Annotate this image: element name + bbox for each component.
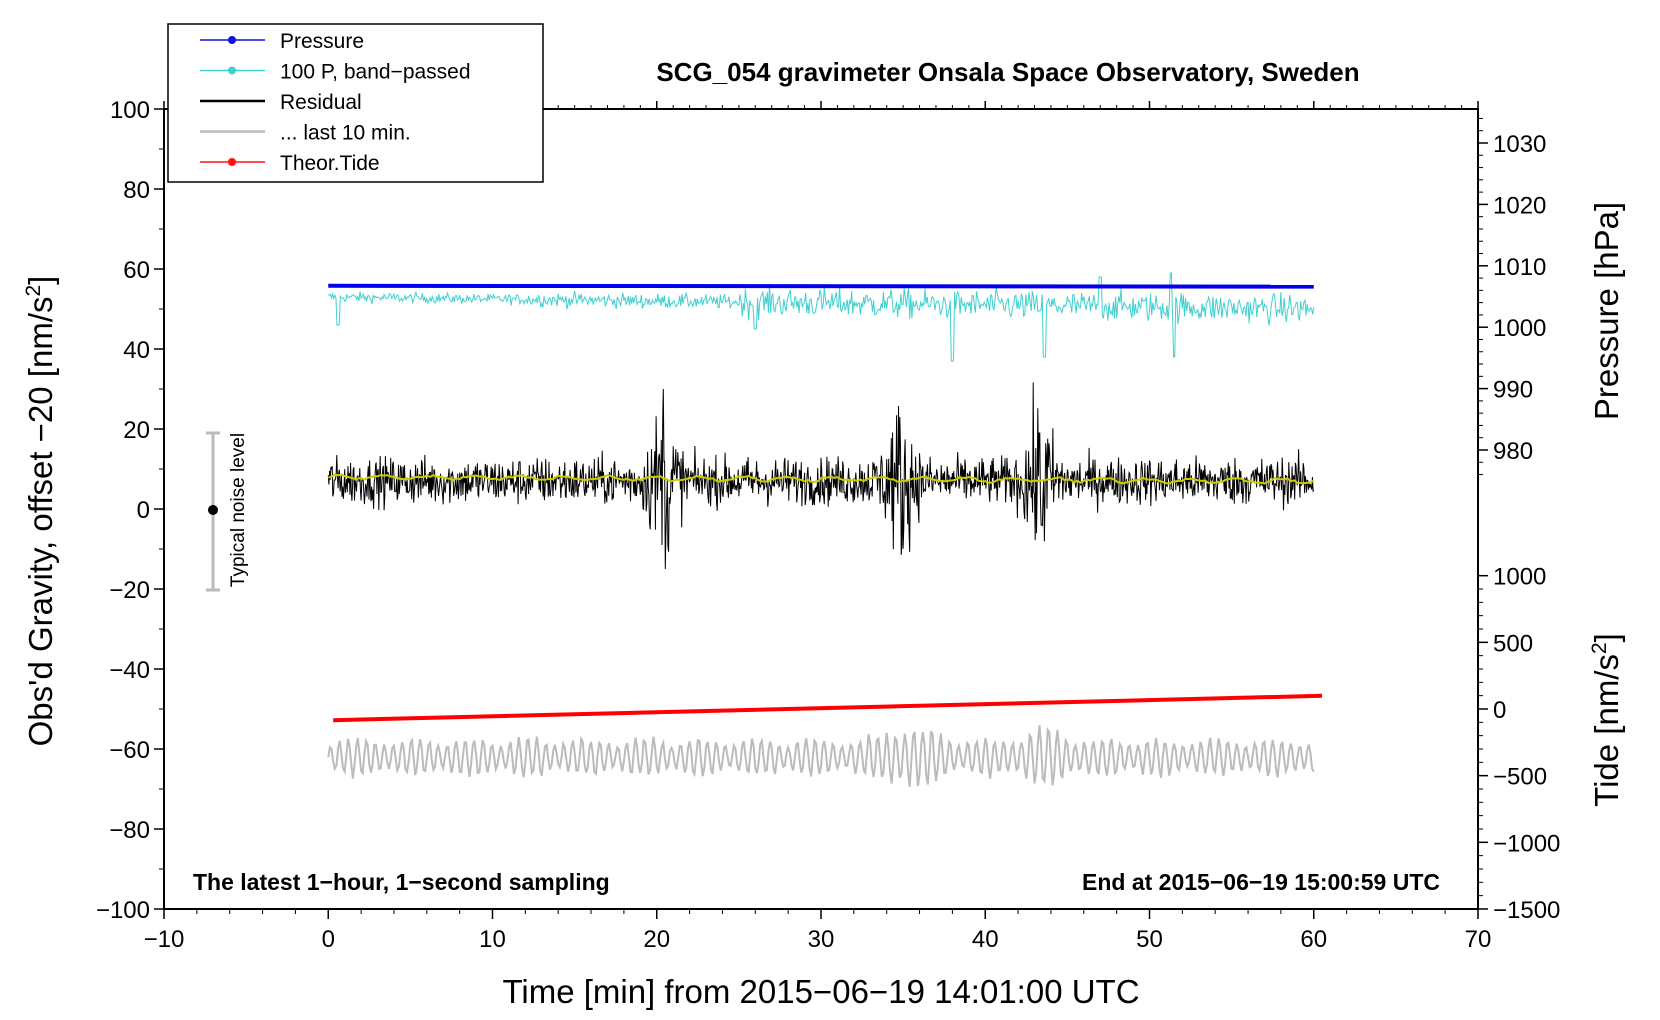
y-axis-title-gravity: Obs'd Gravity, offset −20 [nm/s2] bbox=[22, 276, 59, 747]
y-left-tick-label: −100 bbox=[96, 897, 150, 924]
y-tide-tick-label: 0 bbox=[1493, 697, 1506, 724]
y-left-tick-label: 60 bbox=[123, 257, 150, 284]
data-series bbox=[327, 272, 1323, 788]
y-left-tick-label: −80 bbox=[109, 817, 150, 844]
legend-label: ... last 10 min. bbox=[280, 122, 411, 145]
chart-title: SCG_054 gravimeter Onsala Space Observat… bbox=[656, 57, 1359, 87]
series-theoretical-tide bbox=[333, 693, 1323, 723]
y-axis-title-tide-sup: 2 bbox=[1588, 642, 1611, 654]
y-tide-tick-label: −1000 bbox=[1493, 830, 1560, 857]
y-tide-tick-label: −1500 bbox=[1493, 897, 1560, 924]
x-tick-label: 10 bbox=[479, 926, 506, 953]
x-tick-label: 20 bbox=[643, 926, 670, 953]
legend-box bbox=[167, 23, 544, 183]
y-pressure-tick-label: 990 bbox=[1493, 377, 1533, 404]
legend-entries: Pressure 100 P, band−passed Residual ... la… bbox=[200, 30, 471, 175]
x-tick-label: 0 bbox=[322, 926, 335, 953]
y-axis-title-tide-main: Tide [nm/s bbox=[1588, 654, 1625, 807]
series-last-10-min bbox=[327, 725, 1315, 788]
series-residual-smoothed bbox=[328, 473, 1315, 485]
y-axis-title-tide: Tide [nm/s2] bbox=[1588, 633, 1625, 807]
legend-marker bbox=[228, 158, 236, 166]
x-tick-label: 70 bbox=[1465, 926, 1492, 953]
y-pressure-tick-label: 1010 bbox=[1493, 254, 1546, 281]
y-tide-tick-label: 500 bbox=[1493, 630, 1533, 657]
legend-label: Pressure bbox=[280, 30, 364, 53]
y-left-tick-label: 40 bbox=[123, 337, 150, 364]
noise-level-label: Typical noise level bbox=[228, 433, 249, 587]
noise-bar-center-dot bbox=[208, 505, 218, 515]
y-pressure-tick-label: 1030 bbox=[1493, 131, 1546, 158]
y-axis-title-gravity-sup: 2 bbox=[22, 285, 45, 297]
y-left-tick-label: 0 bbox=[137, 497, 150, 524]
y-axis-title-gravity-close: ] bbox=[22, 276, 59, 285]
x-tick-label: 30 bbox=[808, 926, 835, 953]
axis-ticks: −10 0 10 20 30 40 50 60 70100806040200−20−40−60−… bbox=[96, 97, 1560, 953]
y-left-tick-label: −20 bbox=[109, 577, 150, 604]
y-pressure-tick-label: 1020 bbox=[1493, 192, 1546, 219]
legend-label: Residual bbox=[280, 91, 362, 114]
y-left-tick-label: 100 bbox=[110, 97, 150, 124]
y-pressure-tick-label: 980 bbox=[1493, 438, 1533, 465]
x-tick-label: −10 bbox=[144, 926, 185, 953]
end-time-note: End at 2015−06−19 15:00:59 UTC bbox=[1082, 869, 1440, 895]
x-axis-title: Time [min] from 2015−06−19 14:01:00 UTC bbox=[502, 973, 1139, 1010]
y-left-tick-label: −60 bbox=[109, 737, 150, 764]
y-pressure-tick-label: 1000 bbox=[1493, 315, 1546, 342]
y-left-tick-label: 80 bbox=[123, 177, 150, 204]
series-pressure bbox=[328, 283, 1314, 289]
x-tick-label: 50 bbox=[1136, 926, 1163, 953]
y-axis-title-tide-close: ] bbox=[1588, 633, 1625, 642]
series-pressure-bandpassed bbox=[328, 272, 1315, 362]
legend-marker bbox=[228, 36, 236, 44]
y-tide-tick-label: 1000 bbox=[1493, 564, 1546, 591]
legend-marker bbox=[228, 66, 236, 75]
sampling-note: The latest 1−hour, 1−second sampling bbox=[193, 869, 610, 895]
y-axis-title-gravity-main: Obs'd Gravity, offset −20 [nm/s bbox=[22, 297, 59, 747]
x-tick-label: 60 bbox=[1300, 926, 1327, 953]
legend: Pressure 100 P, band−passed Residual ... la… bbox=[167, 23, 544, 183]
legend-label: Theor.Tide bbox=[280, 152, 380, 175]
series-residual bbox=[327, 382, 1315, 570]
y-tide-tick-label: −500 bbox=[1493, 764, 1547, 791]
noise-level-indicator: Typical noise level bbox=[206, 431, 249, 592]
y-left-tick-label: 20 bbox=[123, 417, 150, 444]
x-tick-label: 40 bbox=[972, 926, 999, 953]
y-axis-title-pressure: Pressure [hPa] bbox=[1588, 202, 1625, 420]
y-left-tick-label: −40 bbox=[109, 657, 150, 684]
legend-label: 100 P, band−passed bbox=[280, 61, 471, 84]
